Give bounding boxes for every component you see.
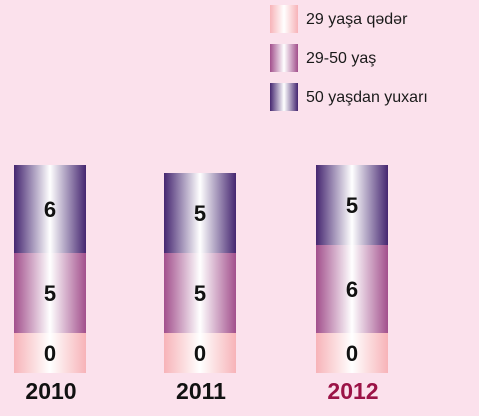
value-label: 5	[194, 201, 206, 226]
value-label: 0	[44, 341, 56, 366]
value-label: 6	[44, 197, 56, 222]
bar-segment	[316, 245, 388, 333]
bar-segment	[164, 173, 236, 253]
value-label: 0	[346, 341, 358, 366]
legend-text: 29-50 yaş	[306, 50, 376, 67]
legend-swatch	[270, 44, 298, 72]
value-label: 5	[346, 193, 358, 218]
bar-segment	[316, 333, 388, 373]
year-label: 2012	[327, 378, 378, 404]
value-label: 5	[194, 281, 206, 306]
bar-segment	[14, 165, 86, 253]
value-label: 5	[44, 281, 56, 306]
bar-segment	[316, 165, 388, 245]
legend-swatch	[270, 5, 298, 33]
bar-segment	[164, 333, 236, 373]
value-label: 6	[346, 277, 358, 302]
year-label: 2011	[176, 378, 226, 404]
legend-text: 29 yaşa qədər	[306, 11, 408, 28]
bar-segment	[14, 333, 86, 373]
legend-swatch	[270, 83, 298, 111]
bar-segment	[164, 253, 236, 333]
value-label: 0	[194, 341, 206, 366]
legend-text: 50 yaşdan yuxarı	[306, 89, 428, 106]
bar-segment	[14, 253, 86, 333]
year-label: 2010	[25, 378, 76, 404]
